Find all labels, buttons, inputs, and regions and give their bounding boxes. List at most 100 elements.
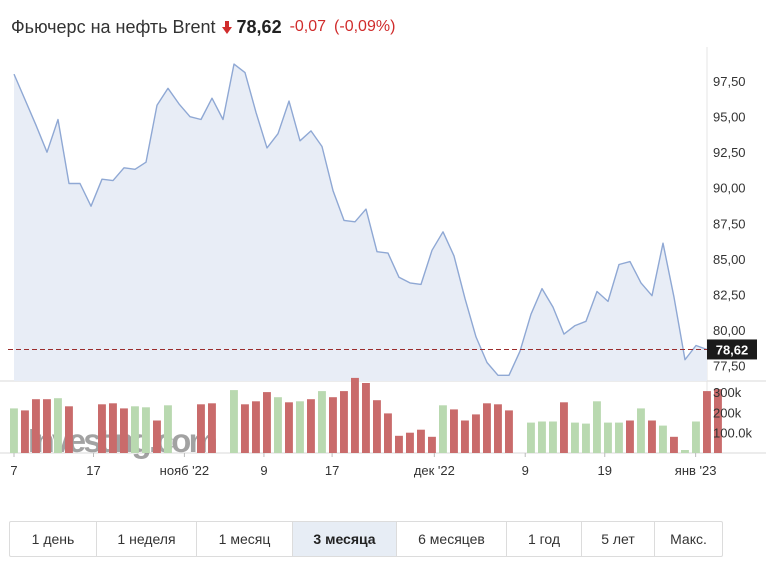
tab-5-years[interactable]: 5 лет xyxy=(582,522,655,556)
volume-bar[interactable] xyxy=(417,429,425,453)
volume-bar[interactable] xyxy=(197,404,205,453)
price-point[interactable] xyxy=(397,275,402,280)
volume-bar[interactable] xyxy=(538,421,546,454)
volume-bar[interactable] xyxy=(98,404,106,453)
volume-bar[interactable] xyxy=(65,406,73,453)
price-point[interactable] xyxy=(408,280,413,285)
volume-bar[interactable] xyxy=(43,399,51,453)
price-point[interactable] xyxy=(342,218,347,223)
volume-bar[interactable] xyxy=(615,422,623,453)
price-point[interactable] xyxy=(320,144,325,149)
volume-bar[interactable] xyxy=(626,420,634,454)
volume-bar[interactable] xyxy=(351,377,359,453)
volume-bar[interactable] xyxy=(406,432,414,453)
volume-bar[interactable] xyxy=(593,401,601,454)
volume-bar[interactable] xyxy=(252,401,260,454)
price-point[interactable] xyxy=(100,177,105,182)
volume-bar[interactable] xyxy=(307,399,315,453)
tab-1-month[interactable]: 1 месяц xyxy=(197,522,293,556)
tab-3-months[interactable]: 3 месяца xyxy=(293,522,397,556)
volume-bar[interactable] xyxy=(153,420,161,454)
price-point[interactable] xyxy=(441,229,446,234)
volume-bar[interactable] xyxy=(494,404,502,453)
price-point[interactable] xyxy=(331,188,336,193)
price-point[interactable] xyxy=(221,117,226,122)
tab-1-year[interactable]: 1 год xyxy=(507,522,582,556)
price-point[interactable] xyxy=(507,373,512,378)
price-point[interactable] xyxy=(375,249,380,254)
price-point[interactable] xyxy=(617,262,622,267)
volume-bar[interactable] xyxy=(527,422,535,453)
price-point[interactable] xyxy=(23,97,28,102)
price-point[interactable] xyxy=(672,295,677,300)
price-point[interactable] xyxy=(683,357,688,362)
price-point[interactable] xyxy=(232,62,237,67)
volume-bar[interactable] xyxy=(681,450,689,453)
price-point[interactable] xyxy=(452,253,457,258)
price-point[interactable] xyxy=(529,312,534,317)
volume-bar[interactable] xyxy=(164,405,172,453)
volume-bar[interactable] xyxy=(549,421,557,454)
volume-bar[interactable] xyxy=(274,397,282,453)
volume-bar[interactable] xyxy=(428,436,436,453)
price-point[interactable] xyxy=(573,323,578,328)
volume-bar[interactable] xyxy=(571,422,579,453)
price-point[interactable] xyxy=(144,160,149,165)
volume-bar[interactable] xyxy=(109,403,117,453)
price-point[interactable] xyxy=(34,123,39,128)
price-point[interactable] xyxy=(243,70,248,75)
volume-bar[interactable] xyxy=(648,420,656,454)
price-point[interactable] xyxy=(364,207,369,212)
price-point[interactable] xyxy=(133,167,138,172)
volume-bar[interactable] xyxy=(692,421,700,454)
volume-bar[interactable] xyxy=(560,402,568,453)
volume-bar[interactable] xyxy=(373,400,381,453)
price-point[interactable] xyxy=(155,103,160,108)
volume-bar[interactable] xyxy=(296,401,304,454)
price-point[interactable] xyxy=(45,150,50,155)
volume-bar[interactable] xyxy=(263,392,271,453)
price-point[interactable] xyxy=(111,178,116,183)
price-point[interactable] xyxy=(177,101,182,106)
volume-bar[interactable] xyxy=(461,420,469,454)
tab-max[interactable]: Макс. xyxy=(670,531,707,547)
volume-bar[interactable] xyxy=(10,408,18,453)
price-point[interactable] xyxy=(551,305,556,310)
volume-bar[interactable] xyxy=(208,403,216,453)
price-point[interactable] xyxy=(584,319,589,324)
volume-bar[interactable] xyxy=(54,398,62,453)
price-point[interactable] xyxy=(353,219,358,224)
price-point[interactable] xyxy=(254,110,259,115)
price-point[interactable] xyxy=(309,128,314,133)
volume-bar[interactable] xyxy=(714,389,722,453)
volume-bar[interactable] xyxy=(450,409,458,453)
price-point[interactable] xyxy=(606,299,611,304)
volume-bar[interactable] xyxy=(21,410,29,453)
price-point[interactable] xyxy=(56,117,61,122)
price-point[interactable] xyxy=(485,360,490,365)
price-point[interactable] xyxy=(78,181,83,186)
price-point[interactable] xyxy=(595,289,600,294)
volume-bar[interactable] xyxy=(318,391,326,453)
price-point[interactable] xyxy=(188,114,193,119)
price-point[interactable] xyxy=(419,282,424,287)
volume-bar[interactable] xyxy=(439,405,447,453)
volume-bar[interactable] xyxy=(131,406,139,453)
price-point[interactable] xyxy=(562,332,567,337)
price-point[interactable] xyxy=(661,241,666,246)
volume-bar[interactable] xyxy=(362,383,370,453)
volume-bar[interactable] xyxy=(142,407,150,453)
volume-bar[interactable] xyxy=(703,391,711,453)
price-point[interactable] xyxy=(12,72,17,77)
volume-bar[interactable] xyxy=(670,436,678,453)
price-point[interactable] xyxy=(496,373,501,378)
price-point[interactable] xyxy=(650,293,655,298)
volume-bar[interactable] xyxy=(483,403,491,453)
volume-bar[interactable] xyxy=(340,391,348,453)
volume-bar[interactable] xyxy=(241,404,249,453)
price-point[interactable] xyxy=(89,204,94,209)
price-point[interactable] xyxy=(122,165,127,170)
tab-6-months[interactable]: 6 месяцев xyxy=(397,522,507,556)
price-point[interactable] xyxy=(287,99,292,104)
price-point[interactable] xyxy=(166,86,171,91)
